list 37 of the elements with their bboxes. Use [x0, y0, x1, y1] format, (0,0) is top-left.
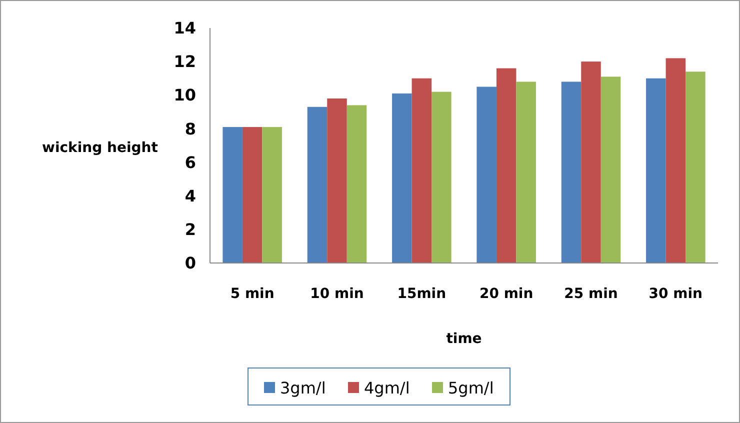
- bar: [496, 68, 516, 263]
- x-tick-label: 15min: [397, 286, 446, 302]
- y-tick-label: 14: [174, 18, 196, 38]
- x-tick-label: 20 min: [479, 286, 534, 302]
- bar: [242, 127, 262, 263]
- y-tick-label: 4: [184, 186, 196, 206]
- bar: [327, 98, 347, 263]
- bar: [412, 78, 432, 263]
- bar: [346, 105, 367, 263]
- bar: [561, 82, 582, 263]
- x-tick-label: 10 min: [310, 286, 364, 302]
- y-tick-label: 2: [184, 220, 196, 240]
- y-tick-label: 8: [184, 119, 196, 138]
- legend-label: 5gm/l: [448, 378, 494, 398]
- x-tick-label: 5 min: [230, 286, 274, 302]
- y-tick-label: 0: [184, 254, 196, 273]
- bar: [686, 72, 706, 263]
- bar: [600, 76, 621, 263]
- x-tick-label: 30 min: [648, 286, 703, 302]
- bar: [476, 86, 496, 263]
- y-tick-label: 6: [184, 152, 196, 172]
- bar: [392, 93, 412, 263]
- bar: [307, 106, 328, 263]
- bar: [666, 58, 686, 263]
- legend-label: 3gm/l: [280, 378, 326, 398]
- y-axis-title: wicking height: [42, 140, 158, 156]
- bar: [222, 127, 242, 263]
- x-axis-title: time: [446, 331, 482, 347]
- bar: [432, 92, 452, 263]
- y-tick-label: 12: [174, 52, 196, 72]
- bar: [646, 78, 666, 263]
- bar: [516, 82, 536, 263]
- bar: [262, 127, 282, 263]
- x-tick-label: 25 min: [564, 286, 618, 302]
- bar: [581, 62, 601, 263]
- y-tick-label: 10: [174, 86, 196, 105]
- legend-label: 4gm/l: [364, 378, 410, 398]
